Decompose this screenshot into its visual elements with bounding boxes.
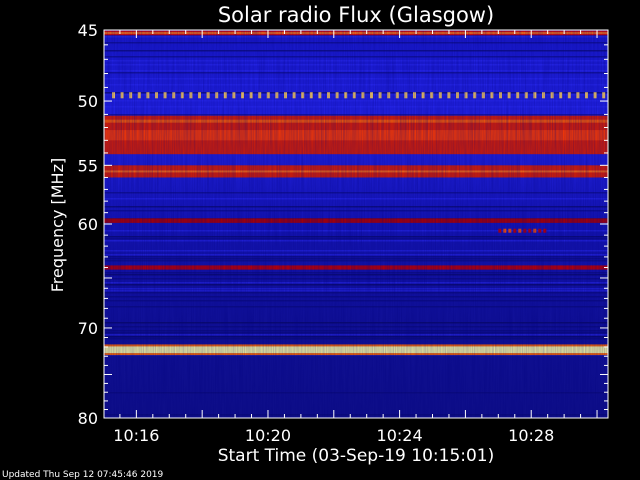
y-tick-label: 50: [78, 92, 98, 111]
y-tick-label: 45: [78, 21, 98, 40]
y-tick-label: 80: [78, 409, 98, 428]
chart-title: Solar radio Flux (Glasgow): [218, 3, 494, 27]
x-tick-label: 10:20: [245, 426, 291, 445]
x-tick-label: 10:28: [508, 426, 554, 445]
x-axis-label: Start Time (03-Sep-19 10:15:01): [218, 446, 495, 466]
y-tick-label: 70: [78, 319, 98, 338]
y-axis-ticks: 45 50 55 60 70 80: [78, 21, 608, 428]
noise-overlay: [104, 30, 608, 418]
y-axis-label: Frequency [MHz]: [48, 158, 67, 292]
y-tick-label: 55: [78, 156, 98, 175]
updated-timestamp: Updated Thu Sep 12 07:45:46 2019: [2, 470, 164, 480]
x-tick-label: 10:24: [377, 426, 423, 445]
y-tick-label: 60: [78, 215, 98, 234]
x-tick-label: 10:16: [113, 426, 159, 445]
x-axis-ticks: 10:16 10:20 10:24 10:28: [113, 30, 598, 445]
